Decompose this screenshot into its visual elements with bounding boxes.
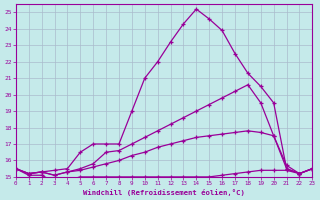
X-axis label: Windchill (Refroidissement éolien,°C): Windchill (Refroidissement éolien,°C) (83, 189, 245, 196)
